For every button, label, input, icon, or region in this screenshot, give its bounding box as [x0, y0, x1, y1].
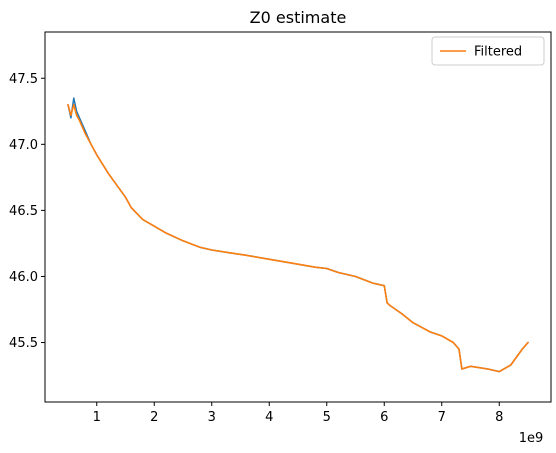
y-tick-label: 45.5	[9, 336, 38, 351]
legend-label: Filtered	[474, 45, 522, 60]
x-tick-label: 2	[150, 410, 158, 425]
y-tick-label: 47.5	[9, 72, 38, 87]
y-tick-label: 47.0	[9, 138, 38, 153]
legend-box	[431, 36, 545, 66]
y-axis: 45.5 46.0 46.5 47.0 47.5	[9, 72, 45, 351]
x-tick-label: 7	[438, 410, 446, 425]
chart-title: Z0 estimate	[250, 8, 347, 27]
x-tick-label: 5	[323, 410, 331, 425]
y-tick-label: 46.5	[9, 204, 38, 219]
x-tick-label: 6	[380, 410, 388, 425]
filtered-series-line	[67, 103, 529, 373]
x-tick-label: 3	[208, 410, 216, 425]
x-axis: 1 2 3 4 5 6 7 8	[93, 402, 503, 425]
x-tick-label: 8	[495, 410, 503, 425]
series-layer	[67, 97, 529, 373]
legend: Filtered	[431, 36, 545, 66]
y-tick-label: 46.0	[9, 270, 38, 285]
x-offset-label: 1e9	[519, 431, 544, 446]
x-tick-label: 1	[93, 410, 101, 425]
x-tick-label: 4	[265, 410, 273, 425]
plot-frame	[44, 31, 552, 403]
